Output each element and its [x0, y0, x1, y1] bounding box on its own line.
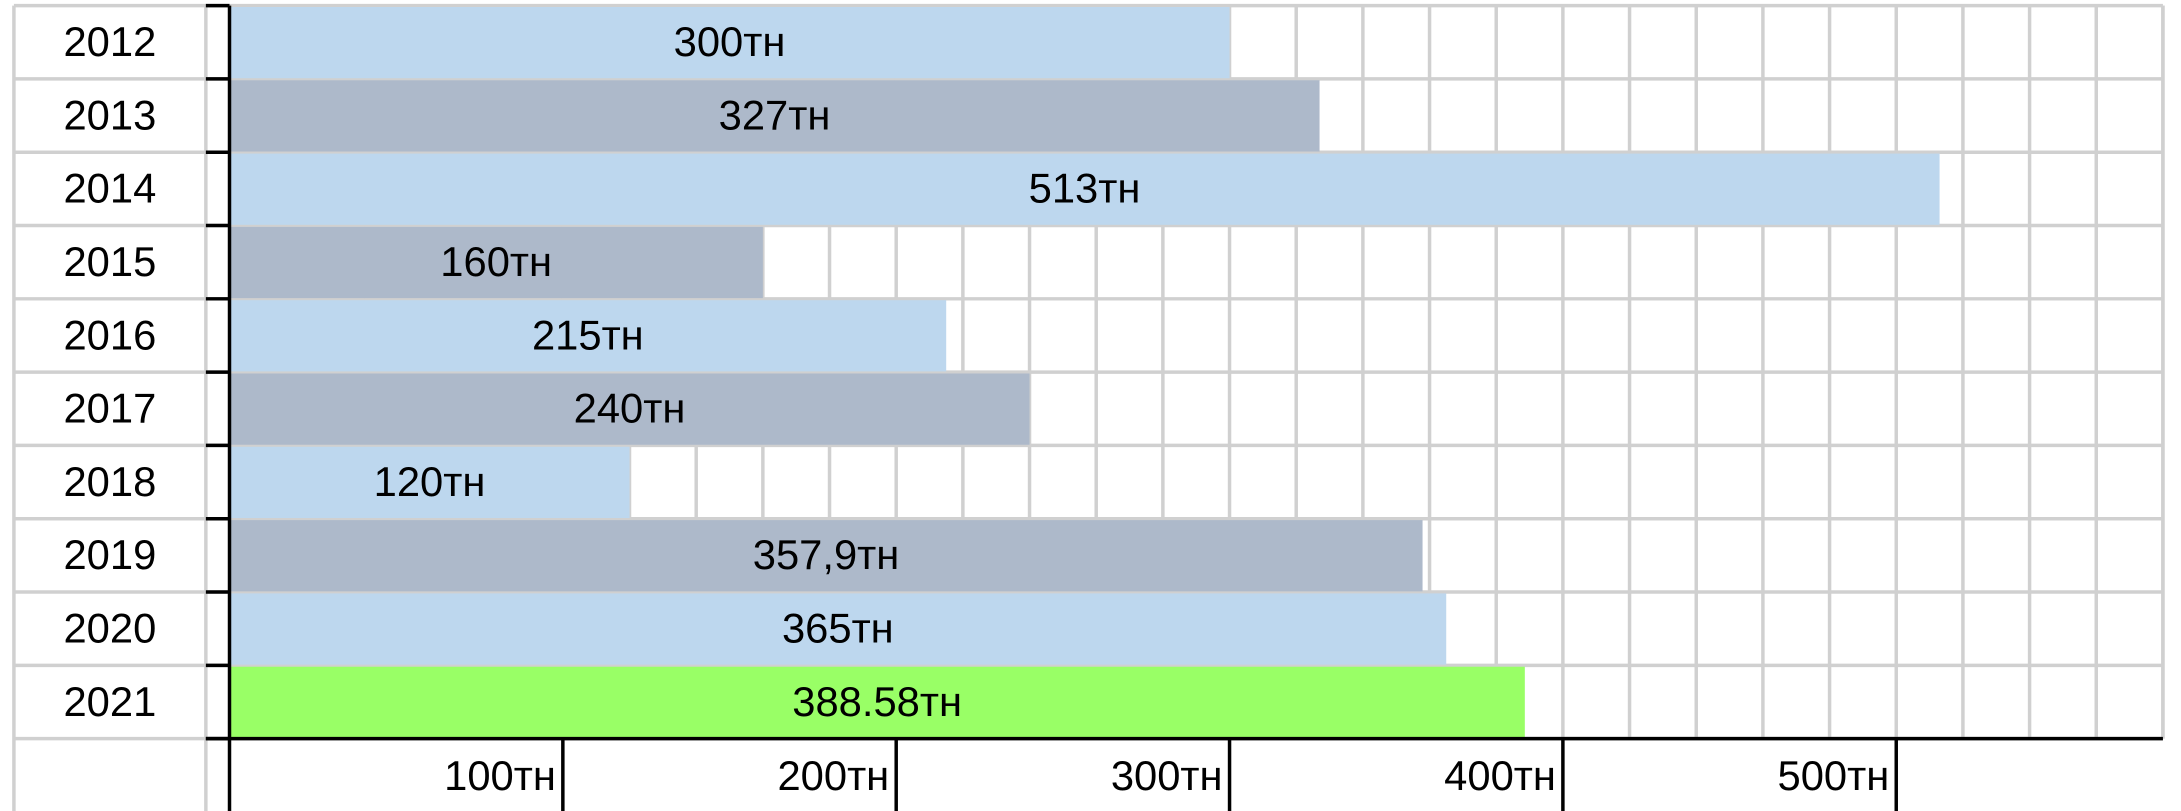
y-tick-label: 2013	[63, 91, 156, 138]
value-label: 240тн	[574, 385, 686, 432]
x-tick-label: 500тн	[1778, 752, 1890, 799]
y-tick-label: 2019	[63, 531, 156, 578]
y-tick-label: 2021	[63, 678, 156, 725]
y-tick-label: 2015	[63, 238, 156, 285]
value-label: 513тн	[1029, 165, 1141, 212]
bar	[229, 446, 630, 519]
y-tick-label: 2018	[63, 458, 156, 505]
bar	[229, 6, 1230, 79]
value-label: 327тн	[719, 91, 831, 138]
x-tick-label: 200тн	[777, 752, 889, 799]
bar	[229, 373, 1030, 445]
y-tick-label: 2017	[63, 385, 156, 432]
bar	[229, 153, 1940, 225]
bar	[229, 666, 1525, 738]
y-tick-label: 2012	[63, 18, 156, 65]
value-label: 120тн	[374, 458, 486, 505]
y-tick-label: 2016	[63, 311, 156, 358]
x-tick-label: 400тн	[1444, 752, 1556, 799]
value-label: 365тн	[782, 604, 894, 651]
x-tick-label: 100тн	[444, 752, 556, 799]
x-tick-label: 300тн	[1111, 752, 1223, 799]
value-label: 300тн	[674, 18, 786, 65]
bar	[229, 593, 1447, 665]
value-label: 160тн	[440, 238, 552, 285]
y-tick-label: 2020	[63, 604, 156, 651]
bar	[229, 226, 763, 299]
bar	[229, 520, 1423, 592]
value-label: 388.58тн	[792, 678, 962, 725]
bar	[229, 80, 1320, 152]
value-label: 215тн	[532, 311, 644, 358]
bar	[229, 300, 947, 372]
value-label: 357,9тн	[753, 531, 900, 578]
y-tick-label: 2014	[63, 165, 156, 212]
